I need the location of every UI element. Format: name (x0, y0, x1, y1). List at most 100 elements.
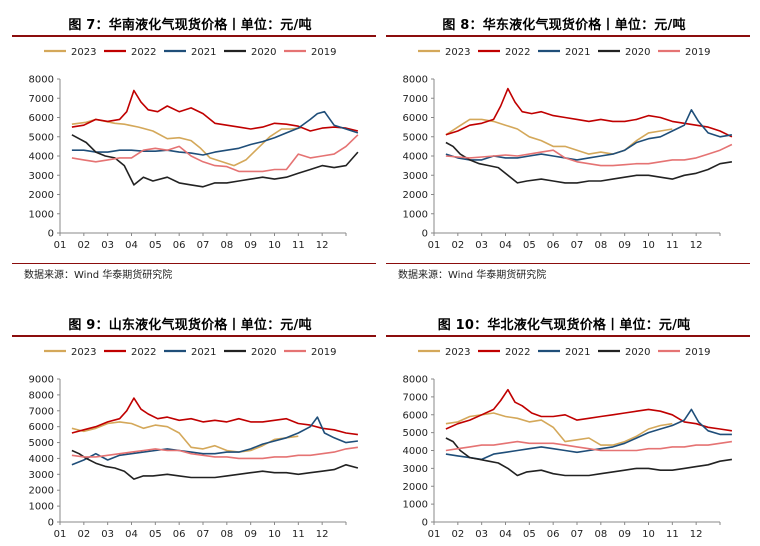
x-tick-label: 01 (428, 240, 441, 251)
y-tick-label: 7000 (29, 94, 54, 105)
legend-label: 2019 (685, 347, 710, 358)
series-line-2019 (71, 134, 359, 173)
series-line-2022 (71, 89, 359, 132)
y-tick-label: 2000 (29, 486, 54, 497)
x-tick-label: 03 (101, 529, 114, 540)
y-tick-label: 7000 (29, 406, 54, 417)
x-tick-label: 05 (149, 240, 162, 251)
y-tick-label: 3000 (29, 470, 54, 481)
source-note: 数据来源：Wind 华泰期货研究院 (24, 270, 173, 281)
x-tick-label: 02 (451, 240, 464, 251)
x-tick-label: 05 (523, 240, 536, 251)
title-divider (12, 335, 376, 337)
y-tick-label: 3000 (29, 171, 54, 182)
y-tick-label: 4000 (29, 454, 54, 465)
x-tick-label: 07 (571, 529, 584, 540)
chart-title: 图 8：华东液化气现货价格丨单位：元/吨 (442, 18, 686, 33)
chart-panel-fig8: 图 8：华东液化气现货价格丨单位：元/吨 2023 2022 2021 2020 201… (378, 0, 750, 281)
x-tick-label: 10 (642, 529, 655, 540)
y-tick-label: 6000 (403, 113, 428, 124)
x-tick-label: 04 (125, 240, 138, 251)
x-tick-label: 01 (54, 529, 67, 540)
x-tick-label: 03 (475, 529, 488, 540)
legend-label: 2021 (565, 347, 590, 358)
y-tick-label: 5000 (403, 428, 428, 439)
line-chart: 2023 2022 2021 2020 2019 0 1000 2000 3000 4000 500… (29, 47, 359, 251)
x-tick-label: 07 (197, 240, 210, 251)
x-tick-label: 04 (499, 240, 512, 251)
x-tick-label: 05 (523, 529, 536, 540)
chart-title: 图 7：华南液化气现货价格丨单位：元/吨 (68, 18, 312, 33)
y-tick-label: 8000 (29, 75, 54, 86)
line-chart: 2023 2022 2021 2020 2019 0 1000 2000 3000 4000 500… (29, 347, 359, 540)
x-tick-label: 08 (594, 240, 607, 251)
y-tick-label: 7000 (403, 392, 428, 403)
x-tick-label: 11 (666, 529, 679, 540)
series-line-2022 (445, 87, 733, 138)
title-divider (386, 335, 750, 337)
x-tick-label: 08 (220, 529, 233, 540)
title-divider (12, 35, 376, 37)
legend-label: 2022 (505, 347, 530, 358)
series-line-2019 (445, 440, 733, 452)
legend-label: 2020 (625, 347, 650, 358)
x-tick-label: 02 (77, 240, 90, 251)
x-tick-label: 01 (54, 240, 67, 251)
x-tick-label: 08 (594, 529, 607, 540)
x-tick-label: 11 (666, 240, 679, 251)
x-tick-label: 06 (173, 240, 186, 251)
series-line-2023 (445, 412, 673, 446)
x-tick-label: 09 (244, 240, 257, 251)
source-divider (12, 263, 376, 264)
x-tick-label: 03 (101, 240, 114, 251)
x-tick-label: 04 (499, 529, 512, 540)
y-tick-label: 1000 (403, 209, 428, 220)
y-tick-label: 1000 (29, 502, 54, 513)
series-line-2021 (71, 110, 359, 156)
legend-label: 2019 (311, 47, 336, 58)
y-tick-label: 6000 (29, 113, 54, 124)
series-line-2023 (71, 421, 299, 453)
chart-panel-fig9: 图 9：山东液化气现货价格丨单位：元/吨 2023 2022 2021 2020 201… (4, 300, 376, 546)
legend-label: 2020 (251, 47, 276, 58)
legend-label: 2023 (445, 347, 470, 358)
legend-label: 2023 (71, 347, 96, 358)
x-tick-label: 04 (125, 529, 138, 540)
y-tick-label: 8000 (29, 390, 54, 401)
y-tick-label: 2000 (403, 190, 428, 201)
y-tick-label: 6000 (403, 410, 428, 421)
legend-label: 2022 (131, 47, 156, 58)
x-tick-label: 12 (316, 529, 329, 540)
chart-panel-fig7: 图 7：华南液化气现货价格丨单位：元/吨 2023 2022 2021 2020 201… (4, 0, 376, 281)
chart-title: 图 10：华北液化气现货价格丨单位：元/吨 (437, 318, 691, 333)
legend-label: 2022 (131, 347, 156, 358)
x-tick-label: 12 (690, 529, 703, 540)
x-tick-label: 06 (173, 529, 186, 540)
series-line-2022 (71, 397, 359, 436)
x-tick-label: 02 (77, 529, 90, 540)
legend-label: 2020 (251, 347, 276, 358)
y-tick-label: 4000 (403, 152, 428, 163)
series-line-2020 (445, 437, 733, 477)
x-tick-label: 10 (268, 529, 281, 540)
legend-label: 2020 (625, 47, 650, 58)
x-tick-label: 06 (547, 240, 560, 251)
series-line-2021 (445, 109, 733, 161)
chart-title: 图 9：山东液化气现货价格丨单位：元/吨 (68, 318, 312, 333)
y-tick-label: 0 (422, 518, 428, 529)
source-note: 数据来源：Wind 华泰期货研究院 (398, 270, 547, 281)
y-tick-label: 4000 (29, 152, 54, 163)
legend-label: 2021 (565, 47, 590, 58)
y-tick-label: 0 (48, 518, 54, 529)
y-tick-label: 5000 (403, 132, 428, 143)
y-tick-label: 0 (422, 229, 428, 240)
x-tick-label: 11 (292, 529, 305, 540)
x-tick-label: 01 (428, 529, 441, 540)
x-tick-label: 10 (268, 240, 281, 251)
series-line-2019 (71, 446, 359, 460)
x-tick-label: 07 (571, 240, 584, 251)
y-tick-label: 6000 (29, 422, 54, 433)
source-divider (386, 263, 750, 264)
x-tick-label: 11 (292, 240, 305, 251)
legend-label: 2023 (445, 47, 470, 58)
